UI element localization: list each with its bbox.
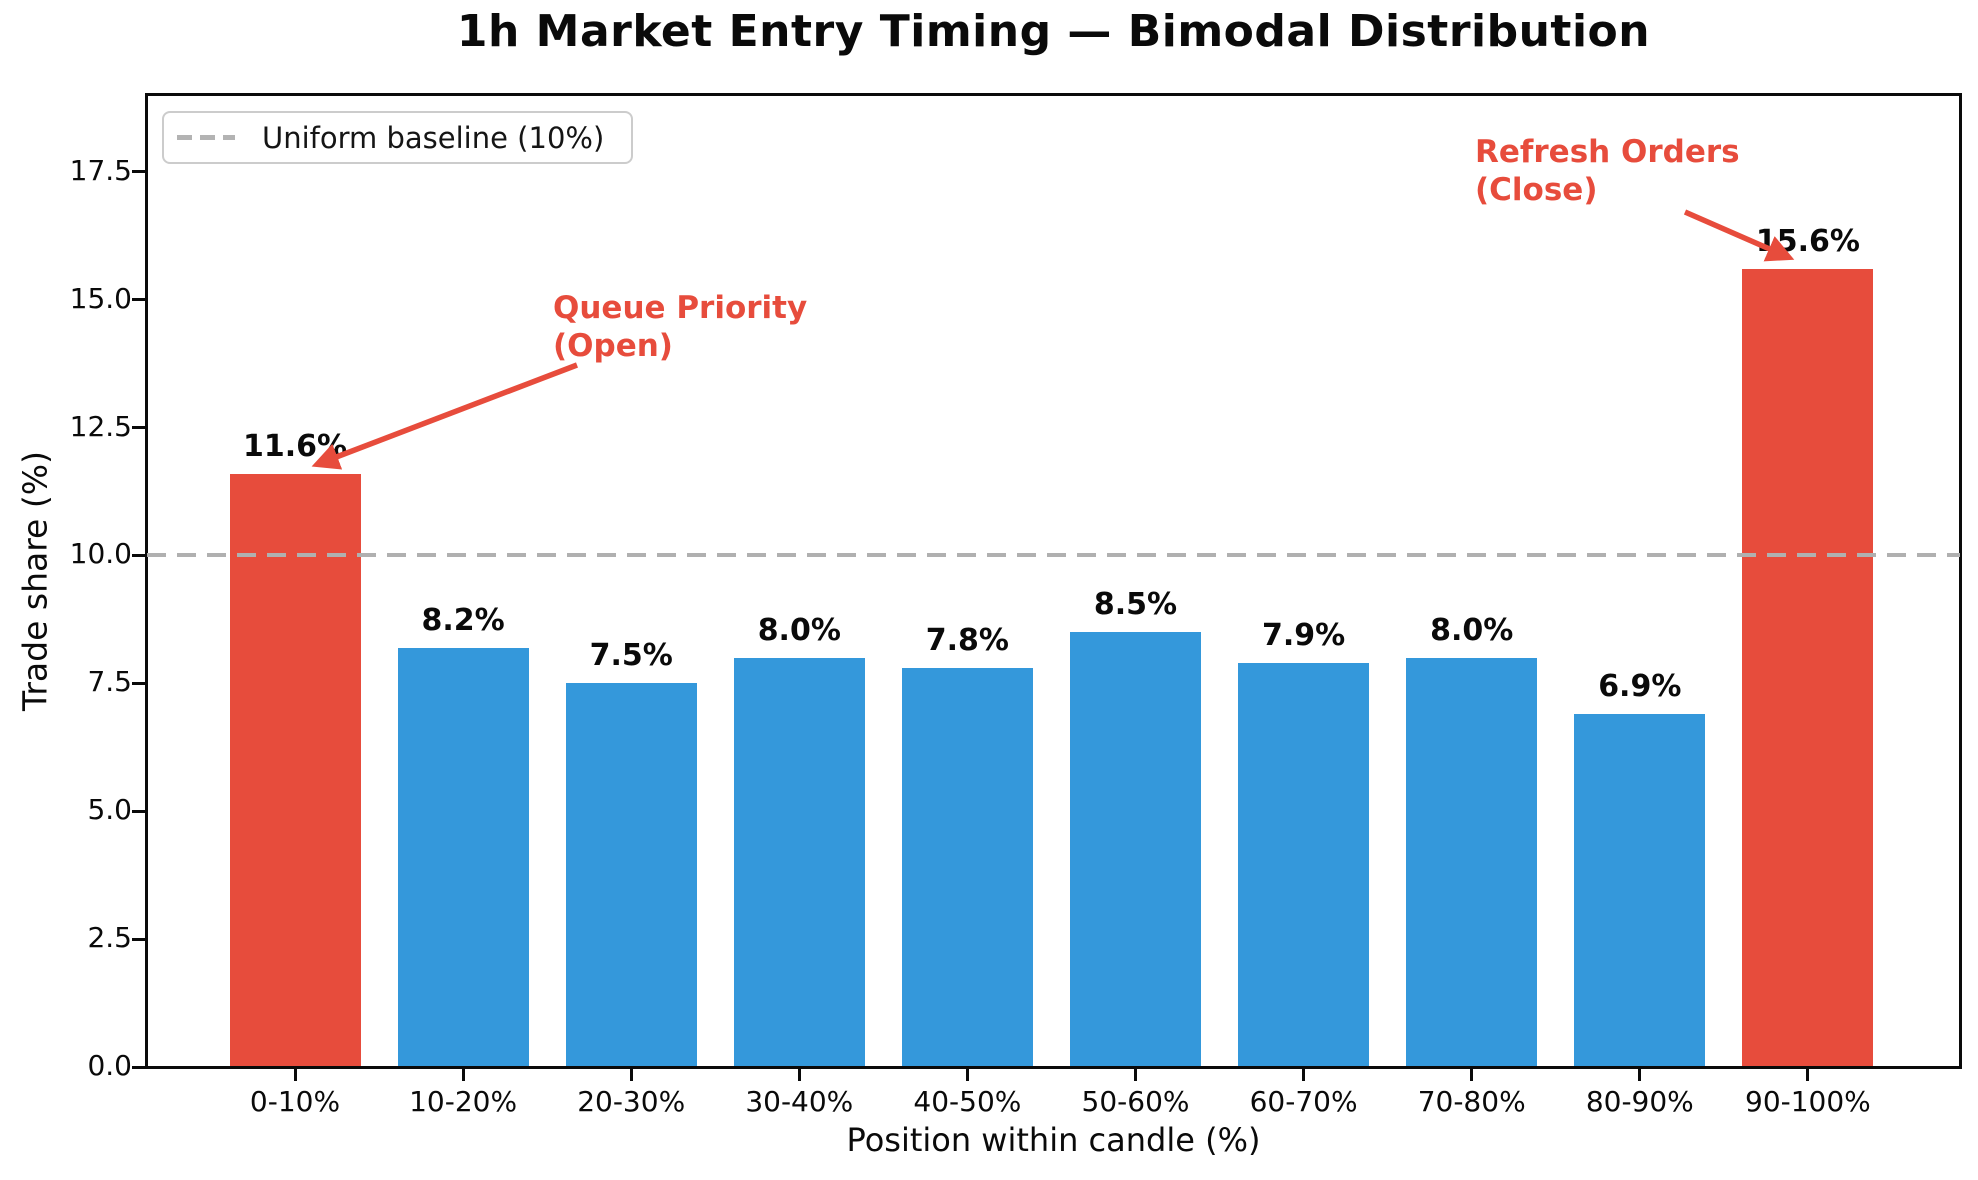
y-tick-label: 15.0 (69, 281, 132, 315)
bar-value-10-20%: 8.2% (421, 602, 505, 638)
x-tick-label: 30-40% (745, 1085, 854, 1118)
y-tick-mark (132, 1065, 145, 1069)
bar-40-50% (901, 667, 1033, 1067)
x-tick-mark (1806, 1069, 1810, 1081)
x-tick-label: 40-50% (913, 1085, 1022, 1118)
x-tick-label: 20-30% (577, 1085, 686, 1118)
y-tick-label: 7.5 (87, 665, 132, 699)
bar-90-100% (1742, 268, 1874, 1067)
annotation-refresh-orders-line1: Refresh Orders (1475, 134, 1740, 170)
bar-value-90-100%: 15.6% (1755, 223, 1860, 259)
x-tick-label: 10-20% (409, 1085, 518, 1118)
bar-50-60% (1070, 632, 1201, 1067)
x-tick-label: 80-90% (1585, 1085, 1694, 1118)
annotation-queue-priority: Queue Priority (Open) (553, 289, 807, 365)
legend-box: Uniform baseline (10%) (162, 111, 633, 164)
x-tick-label: 60-70% (1249, 1085, 1358, 1118)
bar-value-40-50%: 7.8% (925, 622, 1009, 658)
y-tick-mark (132, 937, 145, 941)
y-tick-label: 5.0 (87, 793, 132, 827)
annotation-queue-priority-line1: Queue Priority (553, 290, 808, 326)
y-tick-label: 12.5 (69, 409, 132, 443)
x-tick-mark (1302, 1069, 1306, 1081)
y-tick-label: 10.0 (69, 537, 132, 571)
x-tick-label: 0-10% (249, 1085, 341, 1118)
y-tick-label: 17.5 (69, 153, 132, 187)
annotation-refresh-orders-line2: (Close) (1475, 172, 1598, 208)
bar-30-40% (733, 657, 865, 1067)
bar-value-70-80%: 8.0% (1430, 612, 1514, 648)
y-tick-label: 0.0 (87, 1049, 132, 1082)
bar-10-20% (397, 647, 529, 1067)
x-axis-label: Position within candle (%) (846, 1121, 1261, 1159)
annotation-queue-priority-line2: (Open) (553, 328, 673, 364)
y-tick-mark (132, 809, 145, 813)
chart-title: 1h Market Entry Timing — Bimodal Distrib… (456, 6, 1651, 57)
bar-0-10% (229, 473, 361, 1067)
bar-value-50-60%: 8.5% (1093, 587, 1178, 623)
bar-60-70% (1238, 662, 1370, 1067)
x-tick-label: 50-60% (1081, 1085, 1190, 1118)
x-tick-mark (797, 1069, 801, 1081)
y-tick-mark (132, 553, 145, 557)
uniform-baseline-line (147, 553, 1960, 558)
y-tick-mark (132, 298, 145, 302)
y-tick-label: 2.5 (87, 921, 132, 955)
bar-value-0-10%: 11.6% (242, 428, 348, 464)
x-tick-mark (1470, 1069, 1474, 1081)
x-tick-mark (1134, 1069, 1137, 1081)
bar-80-90% (1574, 714, 1706, 1067)
bar-value-80-90%: 6.9% (1598, 669, 1682, 704)
x-tick-mark (461, 1069, 465, 1081)
x-tick-label: 90-100% (1745, 1085, 1871, 1118)
bar-70-80% (1406, 657, 1538, 1067)
bar-value-60-70%: 7.9% (1261, 617, 1346, 653)
bar-value-30-40%: 8.0% (757, 612, 841, 648)
y-tick-mark (132, 426, 145, 430)
y-tick-mark (132, 681, 145, 685)
x-tick-mark (293, 1069, 297, 1081)
x-tick-mark (629, 1069, 633, 1081)
x-tick-mark (965, 1069, 969, 1081)
bar-20-30% (565, 683, 697, 1067)
y-tick-mark (132, 170, 145, 174)
annotation-refresh-orders: Refresh Orders (Close) (1475, 133, 1740, 209)
legend-label: Uniform baseline (10%) (262, 120, 605, 155)
x-tick-label: 70-80% (1417, 1085, 1526, 1118)
x-tick-mark (1638, 1069, 1642, 1081)
baseline-legend-swatch (177, 135, 235, 140)
bar-value-20-30%: 7.5% (589, 638, 673, 674)
